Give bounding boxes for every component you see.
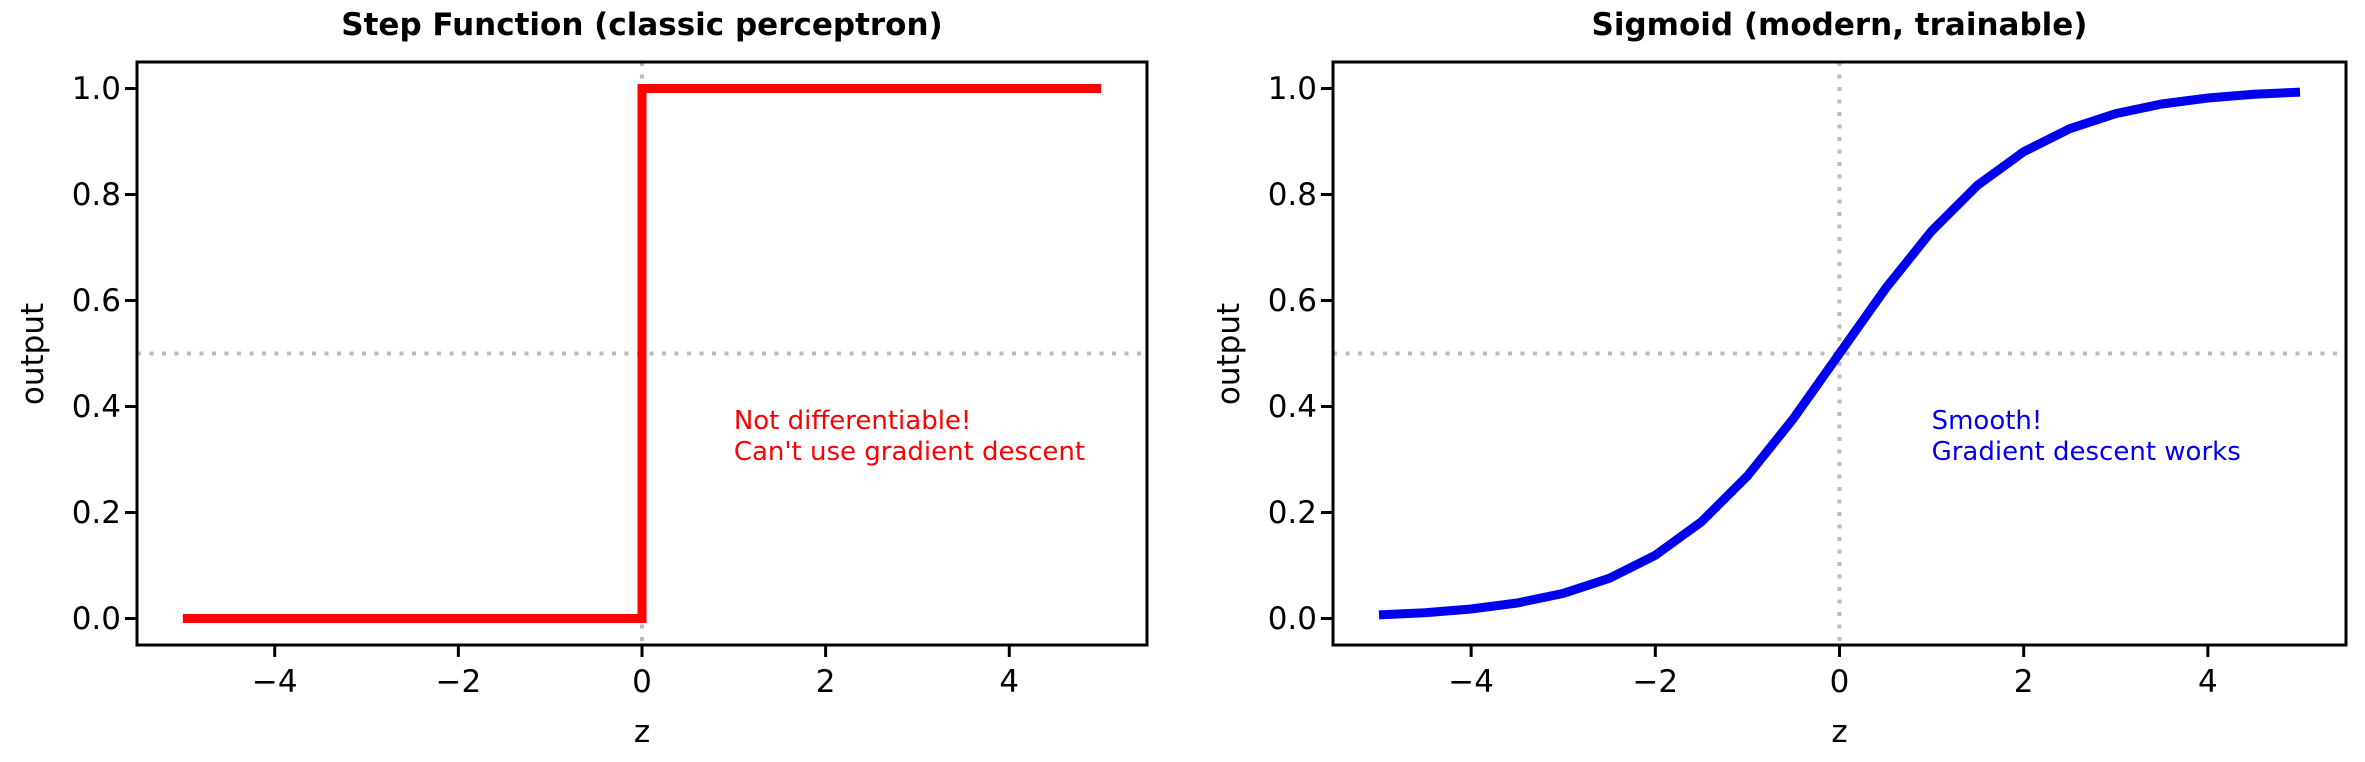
y-tick-label: 0.0 — [71, 600, 121, 637]
x-tick-label: 0 — [632, 664, 652, 700]
x-tick-label: 2 — [2013, 664, 2034, 700]
y-tick-label: 1.0 — [1267, 70, 1317, 107]
x-tick-label: 4 — [999, 664, 1020, 700]
plot-title-sigmoid: Sigmoid (modern, trainable) — [1591, 7, 2088, 43]
x-tick-label: 2 — [815, 664, 836, 700]
annotation-line: Can't use gradient descent — [733, 436, 1086, 467]
annotation-sigmoid: Smooth! Gradient descent works — [1932, 406, 2241, 468]
x-tick-label: 0 — [1829, 664, 1850, 700]
annotation-line: Gradient descent works — [1931, 436, 2241, 467]
y-tick-label: 0.2 — [71, 494, 121, 531]
y-tick-label: 0.8 — [1267, 176, 1317, 213]
annotation-line: Not differentiable! — [733, 405, 972, 436]
y-tick-label: 0.4 — [71, 388, 121, 425]
annotation-step: Not differentiable! Can't use gradient d… — [734, 406, 1085, 468]
y-tick-label: 0.0 — [1267, 600, 1317, 637]
x-tick-label: −2 — [435, 664, 482, 700]
plot-title-step: Step Function (classic perceptron) — [341, 7, 943, 43]
y-tick-label: 0.6 — [71, 282, 121, 319]
x-axis-label-sigmoid: z — [1831, 714, 1848, 750]
x-tick-label: −4 — [1448, 664, 1494, 700]
y-tick-label: 0.2 — [1267, 494, 1317, 531]
x-tick-label: −4 — [251, 664, 298, 700]
y-tick-label: 0.4 — [1267, 388, 1317, 425]
y-tick-label: 1.0 — [71, 70, 121, 107]
y-tick-label: 0.8 — [71, 176, 121, 213]
y-tick-label: 0.6 — [1267, 282, 1317, 319]
annotation-line: Smooth! — [1931, 405, 2043, 436]
x-axis-label-step: z — [633, 714, 651, 750]
x-tick-label: −2 — [1632, 664, 1679, 700]
x-tick-label: 4 — [2197, 664, 2218, 700]
